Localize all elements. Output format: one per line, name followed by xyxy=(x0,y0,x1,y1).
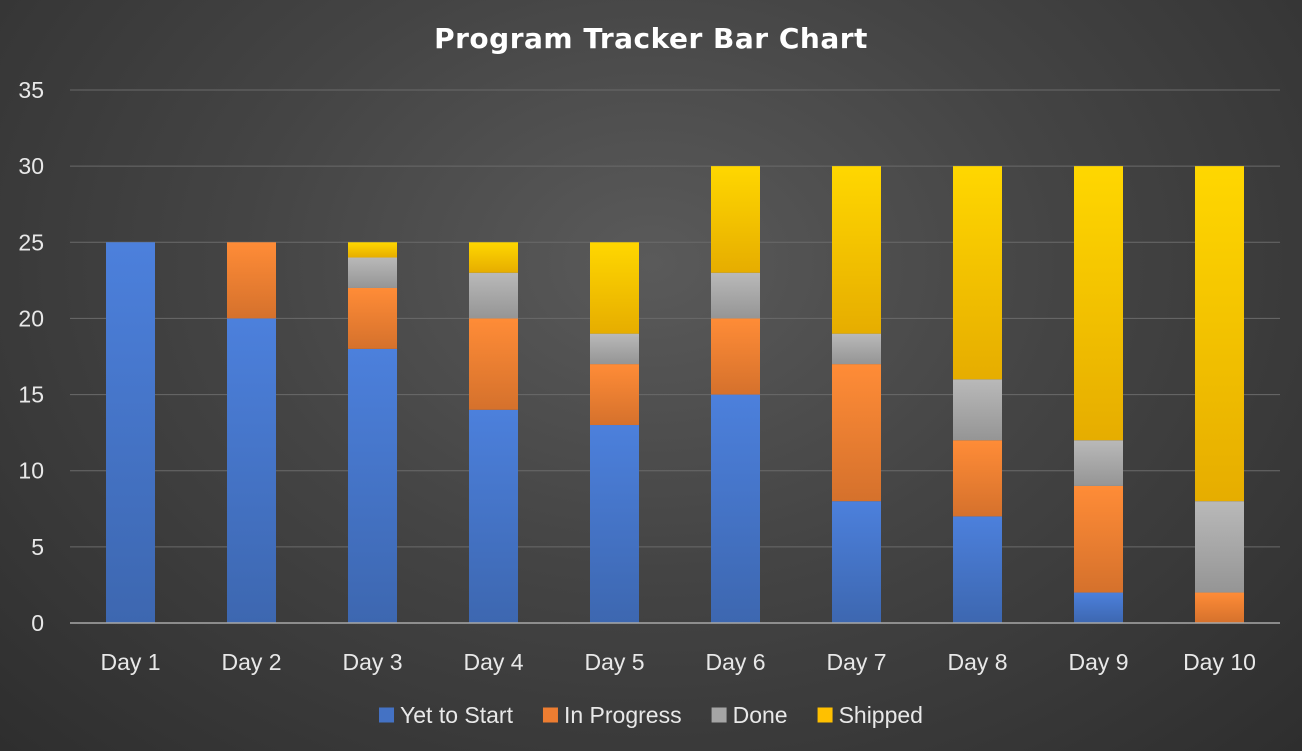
y-axis-ticks: 0 5 10 15 20 25 30 35 xyxy=(18,77,44,636)
bar-done-day-3 xyxy=(348,257,397,288)
bar-done-day-10 xyxy=(1195,501,1244,593)
bar-in-progress-day-10 xyxy=(1195,592,1244,623)
bar-shipped-day-5 xyxy=(590,242,639,334)
bar-shipped-day-9 xyxy=(1074,166,1123,441)
bar-done-day-9 xyxy=(1074,440,1123,486)
bar-shipped-day-4 xyxy=(469,242,518,273)
legend-label: In Progress xyxy=(564,702,682,728)
legend-item-done: Done xyxy=(711,702,788,728)
bar-in-progress-day-9 xyxy=(1074,485,1123,593)
y-tick-label: 0 xyxy=(31,610,44,636)
bar-yet-to-start-day-4 xyxy=(469,409,518,623)
bar-yet-to-start-day-8 xyxy=(953,516,1002,623)
x-tick-label: Day 1 xyxy=(100,649,160,675)
bar-shipped-day-6 xyxy=(711,166,760,273)
bar-yet-to-start-day-2 xyxy=(227,318,276,623)
bar-in-progress-day-3 xyxy=(348,287,397,349)
bar-done-day-6 xyxy=(711,272,760,319)
y-tick-label: 20 xyxy=(18,305,44,331)
x-tick-label: Day 3 xyxy=(342,649,402,675)
bar-shipped-day-7 xyxy=(832,166,881,334)
x-tick-label: Day 6 xyxy=(705,649,765,675)
bar-shipped-day-10 xyxy=(1195,166,1244,502)
bar-in-progress-day-2 xyxy=(227,242,276,319)
bars xyxy=(106,166,1244,624)
x-axis-ticks: Day 1 Day 2 Day 3 Day 4 Day 5 Day 6 Day 7 Day 8… xyxy=(100,649,1255,675)
x-tick-label: Day 5 xyxy=(584,649,644,675)
legend-label: Yet to Start xyxy=(400,702,514,728)
y-tick-label: 25 xyxy=(18,229,44,255)
legend-swatch xyxy=(542,707,558,723)
legend: Yet to Start In Progress Done Shipped xyxy=(379,702,923,728)
x-tick-label: Day 4 xyxy=(463,649,523,675)
legend-item-shipped: Shipped xyxy=(817,702,923,728)
x-tick-label: Day 9 xyxy=(1068,649,1128,675)
y-tick-label: 10 xyxy=(18,458,44,484)
legend-label: Done xyxy=(733,702,788,728)
bar-yet-to-start-day-7 xyxy=(832,501,881,623)
bar-shipped-day-8 xyxy=(953,166,1002,380)
bar-in-progress-day-6 xyxy=(711,318,760,395)
x-tick-label: Day 2 xyxy=(221,649,281,675)
bar-in-progress-day-8 xyxy=(953,440,1002,517)
bar-yet-to-start-day-6 xyxy=(711,394,760,623)
bar-done-day-4 xyxy=(469,272,518,319)
bar-in-progress-day-7 xyxy=(832,364,881,502)
legend-swatch xyxy=(711,707,727,723)
bar-yet-to-start-day-9 xyxy=(1074,592,1123,623)
bar-yet-to-start-day-3 xyxy=(348,348,397,623)
legend-swatch xyxy=(379,707,395,723)
legend-label: Shipped xyxy=(839,702,923,728)
bar-done-day-8 xyxy=(953,379,1002,441)
x-tick-label: Day 7 xyxy=(826,649,886,675)
bar-done-day-7 xyxy=(832,333,881,365)
x-tick-label: Day 10 xyxy=(1183,649,1256,675)
legend-swatch xyxy=(817,707,833,723)
bar-yet-to-start-day-1 xyxy=(106,242,155,624)
y-tick-label: 30 xyxy=(18,153,44,179)
bar-in-progress-day-4 xyxy=(469,318,518,410)
y-tick-label: 15 xyxy=(18,382,44,408)
bar-done-day-5 xyxy=(590,333,639,365)
legend-item-yet-to-start: Yet to Start xyxy=(379,702,514,728)
y-tick-label: 35 xyxy=(18,77,44,103)
bar-in-progress-day-5 xyxy=(590,364,639,426)
bar-yet-to-start-day-5 xyxy=(590,425,639,623)
chart-title: Program Tracker Bar Chart xyxy=(434,22,868,55)
legend-item-in-progress: In Progress xyxy=(542,702,682,728)
y-tick-label: 5 xyxy=(31,534,44,560)
x-tick-label: Day 8 xyxy=(947,649,1007,675)
bar-shipped-day-3 xyxy=(348,242,397,258)
